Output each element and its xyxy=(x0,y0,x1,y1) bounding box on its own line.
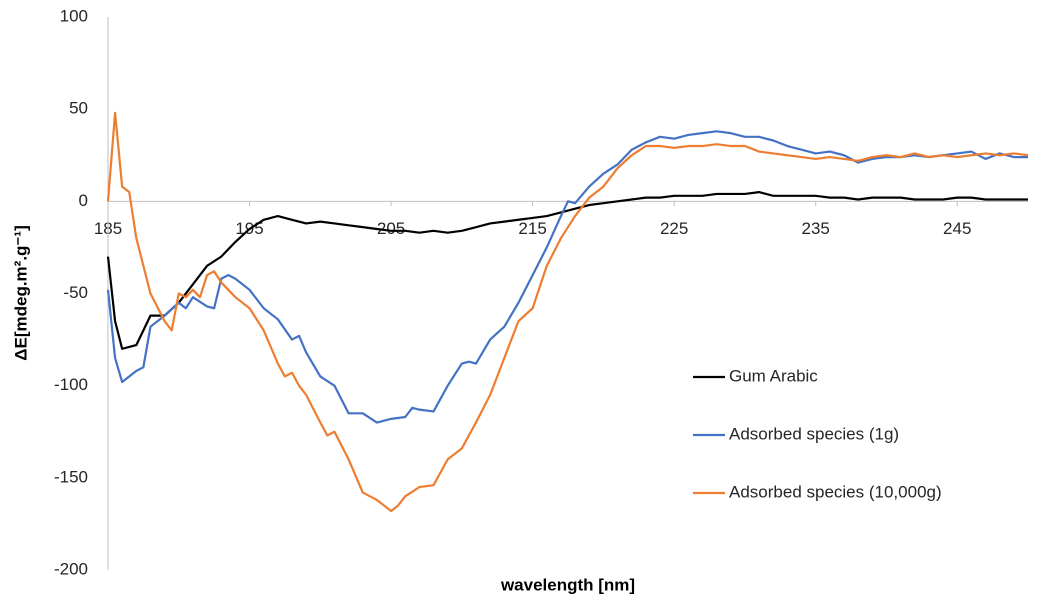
x-tick-label: 205 xyxy=(377,219,405,238)
y-tick-label: -150 xyxy=(54,467,88,486)
x-tick-label: 225 xyxy=(660,219,688,238)
y-axis-title: ΔE[mdeg.m².g⁻¹] xyxy=(11,225,30,360)
y-tick-label: -50 xyxy=(63,283,88,302)
x-tick-label: 215 xyxy=(518,219,546,238)
y-tick-label: 50 xyxy=(69,99,88,118)
y-tick-label: -200 xyxy=(54,559,88,578)
y-tick-label: -100 xyxy=(54,375,88,394)
x-axis-title: wavelength [nm] xyxy=(500,575,635,594)
legend-label: Gum Arabic xyxy=(729,366,818,385)
x-tick-label: 245 xyxy=(943,219,971,238)
y-tick-label: 100 xyxy=(60,6,88,25)
legend-label: Adsorbed species (1g) xyxy=(729,424,899,443)
x-tick-label: 235 xyxy=(802,219,830,238)
series-line xyxy=(106,191,1028,350)
y-tick-label: 0 xyxy=(79,191,88,210)
series-line xyxy=(106,111,1029,513)
legend-label: Adsorbed species (10,000g) xyxy=(729,482,942,501)
series-line xyxy=(106,130,1028,424)
